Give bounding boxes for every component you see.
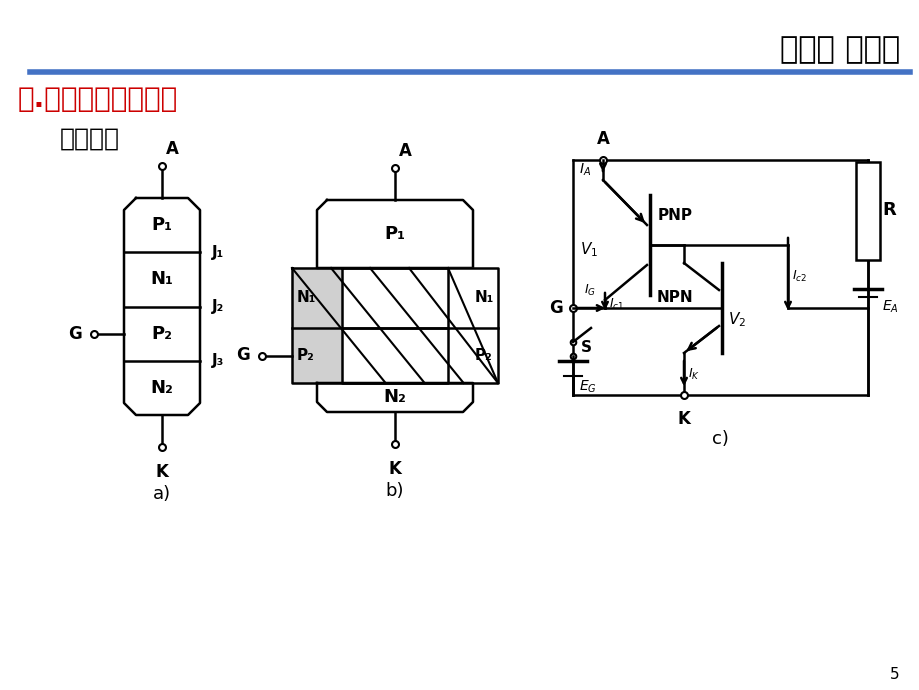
Polygon shape <box>291 268 448 383</box>
Text: c): c) <box>710 430 728 448</box>
Text: $I_A$: $I_A$ <box>578 161 590 178</box>
Text: PNP: PNP <box>657 208 692 222</box>
Text: $I_K$: $I_K$ <box>687 366 699 382</box>
Text: R: R <box>881 201 895 219</box>
Text: P₂: P₂ <box>474 348 493 363</box>
Text: A: A <box>399 142 412 160</box>
Text: N₁: N₁ <box>151 270 174 288</box>
Text: $V_1$: $V_1$ <box>579 241 597 259</box>
Text: K: K <box>388 460 401 478</box>
Polygon shape <box>342 268 497 383</box>
Text: $E_A$: $E_A$ <box>881 299 898 315</box>
Text: A: A <box>596 130 608 148</box>
Text: $V_2$: $V_2$ <box>727 310 745 329</box>
Polygon shape <box>124 198 199 415</box>
Text: J₃: J₃ <box>211 353 224 368</box>
Polygon shape <box>317 383 472 412</box>
Text: $I_{c1}$: $I_{c1}$ <box>608 297 624 312</box>
Text: P₁: P₁ <box>384 225 405 243</box>
Text: N₂: N₂ <box>383 388 406 406</box>
Bar <box>855 162 879 260</box>
Text: G: G <box>236 346 250 364</box>
Text: $E_G$: $E_G$ <box>578 379 596 395</box>
Text: N₂: N₂ <box>151 379 174 397</box>
Text: G: G <box>549 299 562 317</box>
Text: 5: 5 <box>890 667 899 682</box>
Text: S: S <box>581 340 591 355</box>
Text: A: A <box>165 140 178 158</box>
Text: N₁: N₁ <box>474 290 494 306</box>
Text: a): a) <box>153 485 171 503</box>
Text: $I_{c2}$: $I_{c2}$ <box>791 269 806 284</box>
Text: b): b) <box>385 482 403 500</box>
Text: J₁: J₁ <box>211 245 224 259</box>
Text: K: K <box>676 410 689 428</box>
Text: P₁: P₁ <box>152 216 173 234</box>
Polygon shape <box>317 200 472 268</box>
Text: $I_G$: $I_G$ <box>584 283 596 298</box>
Text: NPN: NPN <box>656 290 693 306</box>
Text: P₂: P₂ <box>297 348 314 363</box>
Text: 二.晶闸管的工作原理: 二.晶闸管的工作原理 <box>18 85 178 113</box>
Text: 第一章 晶闸管: 第一章 晶闸管 <box>779 35 899 64</box>
Text: J₂: J₂ <box>211 299 224 314</box>
Text: 等效电路: 等效电路 <box>60 127 119 151</box>
Text: P₂: P₂ <box>152 324 173 343</box>
Text: N₁: N₁ <box>296 290 315 306</box>
Text: G: G <box>68 324 82 343</box>
Text: K: K <box>155 463 168 481</box>
